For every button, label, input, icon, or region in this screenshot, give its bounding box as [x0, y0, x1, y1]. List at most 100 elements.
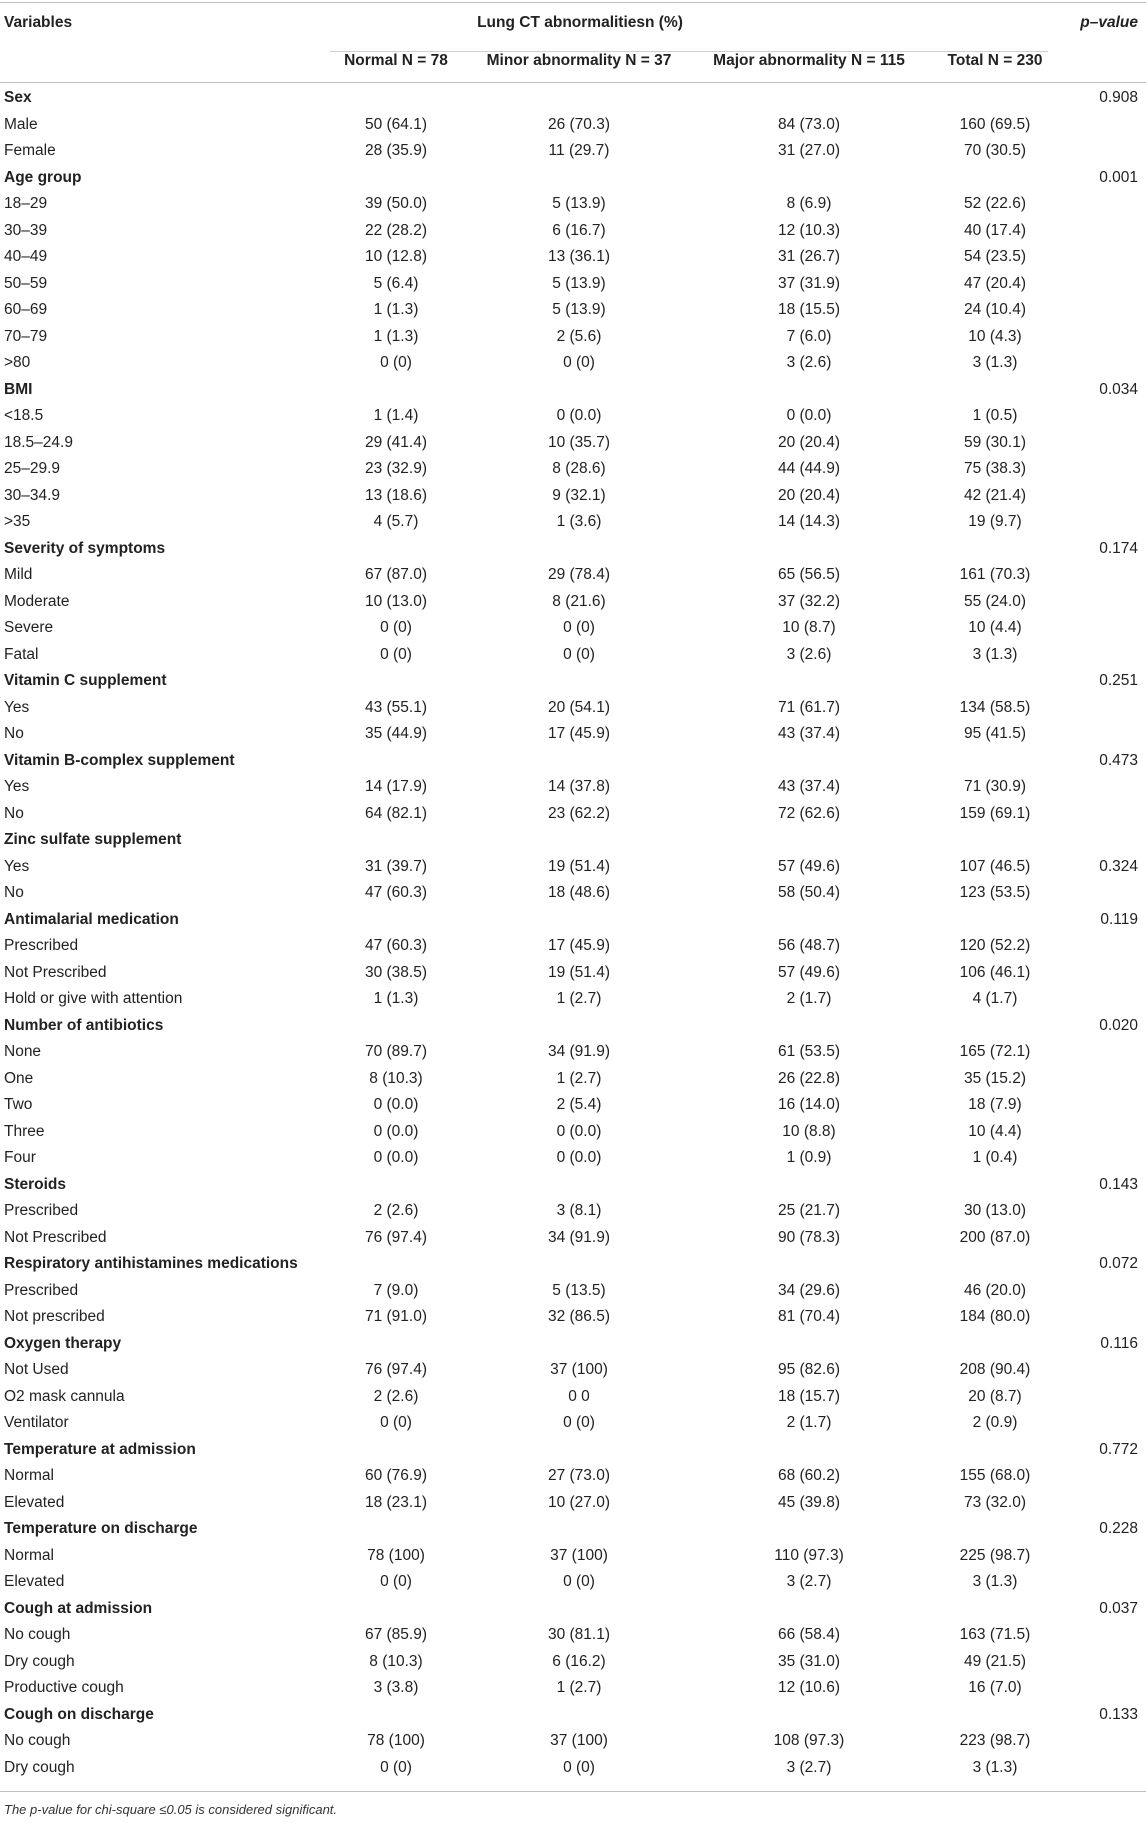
cell-p-value: 0.119: [1100, 910, 1138, 928]
cell-normal: 13 (18.6): [364, 486, 428, 504]
cell-total: 24 (10.4): [963, 301, 1027, 318]
cell-total: 75 (38.3): [963, 460, 1027, 477]
cell-major: 61 (53.5): [777, 1043, 841, 1060]
cell-major: 31 (27.0): [777, 142, 841, 159]
cell-major: 2 (1.7): [786, 1414, 832, 1431]
cell-major: 56 (48.7): [777, 937, 841, 954]
cell-normal: 0 (0.0): [373, 1149, 419, 1166]
cell-total: 16 (7.0): [968, 1679, 1022, 1696]
cell-major: 37 (31.9): [777, 274, 841, 292]
cell-major: 26 (22.8): [777, 1069, 841, 1087]
cell-normal: 28 (35.9): [364, 142, 428, 159]
section-row: Antimalarial medication 0.119: [0, 907, 1146, 934]
cell-total: 46 (20.0): [963, 1281, 1027, 1299]
cell-minor: 5 (13.9): [552, 301, 606, 318]
section-label: Oxygen therapy: [4, 1334, 122, 1352]
row-label: Severe: [4, 619, 54, 636]
cell-total: 107 (46.5): [959, 857, 1031, 875]
cell-major: 43 (37.4): [777, 725, 841, 742]
row-label: Yes: [4, 857, 30, 875]
section-row: Oxygen therapy 0.116: [0, 1331, 1146, 1358]
row-label: Four: [4, 1149, 36, 1166]
cell-normal: 43 (55.1): [364, 698, 428, 716]
cell-minor: 2 (5.6): [556, 327, 602, 345]
cell-normal: 1 (1.3): [373, 301, 419, 318]
cell-normal: 0 (0): [380, 645, 412, 663]
cell-p-value: 0.251: [1099, 672, 1138, 689]
cell-p-value: 0.143: [1099, 1175, 1138, 1193]
cell-total: 52 (22.6): [963, 195, 1027, 212]
table-row: No 47 (60.3) 18 (48.6) 58 (50.4) 123 (53.5): [0, 880, 1146, 907]
row-label: Yes: [4, 698, 30, 716]
cell-normal: 60 (76.9): [364, 1467, 428, 1484]
cell-normal: 1 (1.3): [373, 327, 419, 345]
cell-total: 1 (0.5): [972, 407, 1018, 424]
table-row: No cough 78 (100) 37 (100) 108 (97.3) 223 (9…: [0, 1728, 1146, 1755]
row-label: 60–69: [4, 301, 48, 318]
cell-minor: 37 (100): [550, 1361, 608, 1378]
cell-major: 1 (0.9): [786, 1149, 832, 1166]
cell-minor: 19 (51.4): [547, 857, 611, 875]
cell-major: 14 (14.3): [777, 513, 841, 530]
row-label: Yes: [4, 778, 30, 795]
cell-normal: 1 (1.4): [373, 407, 419, 424]
table-row: 50–59 5 (6.4) 5 (13.9) 37 (31.9) 47 (20.4): [0, 271, 1146, 298]
header-total: Total N = 230: [947, 52, 1043, 69]
section-row: Temperature on discharge 0.228: [0, 1516, 1146, 1543]
cell-minor: 37 (100): [550, 1732, 608, 1749]
row-label: Productive cough: [4, 1679, 124, 1696]
cell-minor: 0 (0.0): [556, 1122, 602, 1140]
row-label: Prescribed: [4, 1281, 79, 1299]
table-row: Productive cough 3 (3.8) 1 (2.7) 12 (10.6) 1…: [0, 1675, 1146, 1702]
cell-minor: 0 0: [568, 1387, 590, 1405]
section-label: Temperature on discharge: [4, 1520, 198, 1537]
row-label: Hold or give with attention: [4, 990, 183, 1007]
section-label: Number of antibiotics: [4, 1016, 164, 1034]
cell-minor: 0 (0.0): [556, 407, 602, 424]
cell-normal: 0 (0.0): [373, 1096, 419, 1113]
cell-p-value: 0.133: [1099, 1705, 1138, 1723]
cell-total: 19 (9.7): [968, 513, 1022, 530]
table-row: Not Prescribed 76 (97.4) 34 (91.9) 90 (78.3…: [0, 1225, 1146, 1252]
cell-p-value: 0.324: [1099, 857, 1138, 875]
row-label: Male: [4, 115, 38, 133]
cell-p-value: 0.037: [1099, 1599, 1138, 1617]
cell-total: 54 (23.5): [963, 248, 1027, 265]
cell-major: 90 (78.3): [777, 1228, 841, 1246]
cell-minor: 34 (91.9): [547, 1228, 611, 1246]
cell-normal: 0 (0): [380, 1414, 412, 1431]
section-row: Vitamin B-complex supplement 0.473: [0, 748, 1146, 775]
cell-major: 16 (14.0): [777, 1096, 841, 1113]
cell-major: 58 (50.4): [777, 884, 841, 901]
table-row: Prescribed 2 (2.6) 3 (8.1) 25 (21.7) 30 (13.…: [0, 1198, 1146, 1225]
row-label: 40–49: [4, 248, 48, 265]
group-header-rule: [330, 51, 1048, 52]
cell-minor: 5 (13.5): [552, 1281, 606, 1299]
section-label: BMI: [4, 380, 33, 398]
row-label: One: [4, 1069, 34, 1087]
cell-normal: 29 (41.4): [364, 433, 428, 451]
cell-major: 25 (21.7): [777, 1202, 841, 1219]
cell-total: 1 (0.4): [972, 1149, 1018, 1166]
cell-p-value: 0.228: [1099, 1520, 1138, 1537]
cell-minor: 30 (81.1): [547, 1626, 611, 1643]
cell-total: 134 (58.5): [959, 698, 1031, 716]
cell-minor: 17 (45.9): [547, 937, 611, 954]
table-row: <18.5 1 (1.4) 0 (0.0) 0 (0.0) 1 (0.5): [0, 403, 1146, 430]
table-row: Four 0 (0.0) 0 (0.0) 1 (0.9) 1 (0.4): [0, 1145, 1146, 1172]
section-row: Zinc sulfate supplement: [0, 827, 1146, 854]
row-label: Ventilator: [4, 1414, 69, 1431]
cell-normal: 76 (97.4): [364, 1361, 428, 1378]
cell-total: 40 (17.4): [963, 221, 1027, 239]
section-label: Steroids: [4, 1175, 67, 1193]
cell-major: 95 (82.6): [777, 1361, 841, 1378]
cell-minor: 0 (0): [563, 354, 595, 371]
cell-major: 110 (97.3): [774, 1546, 844, 1564]
cell-normal: 8 (10.3): [369, 1652, 423, 1670]
table-row: 40–49 10 (12.8) 13 (36.1) 31 (26.7) 54 (23.5…: [0, 244, 1146, 271]
cell-minor: 9 (32.1): [552, 486, 606, 504]
cell-total: 95 (41.5): [963, 725, 1027, 742]
cell-total: 70 (30.5): [963, 142, 1027, 159]
section-row: Number of antibiotics 0.020: [0, 1013, 1146, 1040]
table-row: Ventilator 0 (0) 0 (0) 2 (1.7) 2 (0.9): [0, 1410, 1146, 1437]
